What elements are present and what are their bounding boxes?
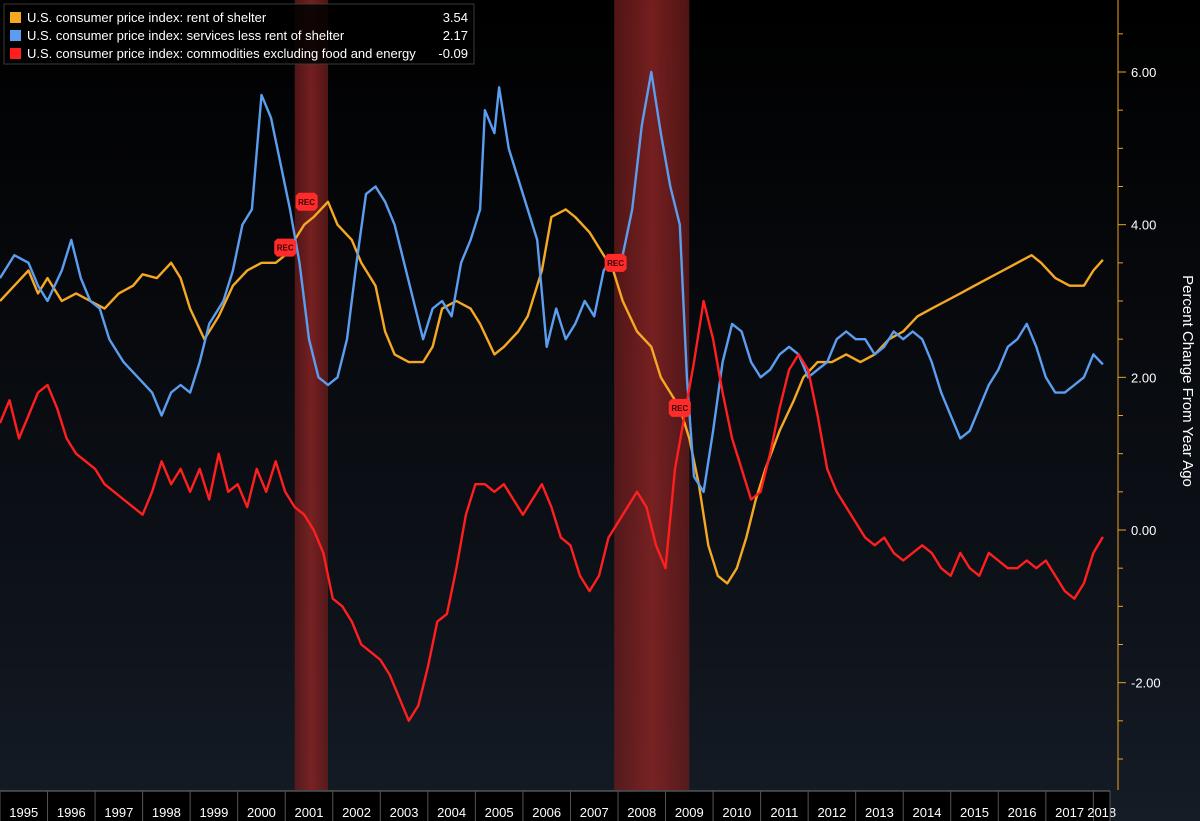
legend-label: U.S. consumer price index: services less… — [27, 28, 345, 43]
rec-marker-shape — [604, 253, 627, 272]
legend-item: U.S. consumer price index: rent of shelt… — [10, 10, 468, 25]
legend-item: U.S. consumer price index: services less… — [10, 28, 468, 43]
x-axis-band — [0, 791, 1110, 821]
series-line-2 — [0, 299, 1104, 722]
y-tick-label: -2.00 — [1131, 676, 1161, 691]
y-tick-label: 0.00 — [1131, 523, 1156, 538]
x-tick-label: 2002 — [342, 805, 371, 820]
x-tick-label: 1999 — [199, 805, 228, 820]
x-tick-label: 2014 — [913, 805, 942, 820]
legend-item: U.S. consumer price index: commodities e… — [10, 46, 468, 61]
legend-swatch — [10, 30, 21, 41]
rec-marker: REC — [604, 253, 627, 272]
y-tick-label: 2.00 — [1131, 370, 1156, 385]
legend-swatch — [10, 12, 21, 23]
recession-bands — [294, 0, 690, 790]
legend-value: 3.54 — [443, 10, 468, 25]
legend-value: 2.17 — [443, 28, 468, 43]
x-tick-label: 2001 — [295, 805, 324, 820]
x-tick-label: 1997 — [104, 805, 133, 820]
rec-marker-shape — [295, 192, 318, 211]
x-tick-label: 2016 — [1008, 805, 1037, 820]
x-tick-label: 2010 — [722, 805, 751, 820]
rec-marker-shape — [668, 398, 691, 417]
x-tick-label: 2011 — [770, 805, 798, 820]
rec-marker: REC — [274, 238, 297, 257]
rec-marker-shape — [274, 238, 297, 257]
x-tick-label: 2004 — [437, 805, 466, 820]
rec-marker-label: REC — [277, 244, 294, 253]
rec-marker-label: REC — [298, 198, 315, 207]
series-lines — [0, 70, 1104, 722]
x-tick-label: 2017 — [1055, 805, 1084, 820]
legend-label: U.S. consumer price index: commodities e… — [27, 46, 416, 61]
x-tick-label: 2013 — [865, 805, 894, 820]
x-tick-label: 1995 — [9, 805, 38, 820]
x-tick-label: 2003 — [390, 805, 419, 820]
recession-markers: REC REC REC REC — [274, 192, 691, 417]
series-line-0 — [0, 200, 1104, 585]
legend-box — [3, 3, 475, 65]
legend: U.S. consumer price index: rent of shelt… — [3, 3, 475, 65]
x-tick-label: 1998 — [152, 805, 181, 820]
x-tick-label: 2015 — [960, 805, 989, 820]
legend-label: U.S. consumer price index: rent of shelt… — [27, 10, 267, 25]
y-axis: 6.00 4.00 2.00 0.00 -2.00 — [1117, 0, 1161, 790]
legend-swatch — [10, 48, 21, 59]
rec-marker-label: REC — [671, 404, 688, 413]
x-tick-label: 1996 — [57, 805, 86, 820]
x-axis: 1995 1996 1997 1998 1999 2000 2001 2002 2003 2004… — [0, 790, 1116, 821]
x-tick-label: 2007 — [580, 805, 609, 820]
x-tick-label: 2012 — [817, 805, 846, 820]
x-tick-label: 2006 — [532, 805, 561, 820]
recession-band-1 — [614, 0, 690, 790]
recession-band-0 — [294, 0, 329, 790]
x-tick-label: 2008 — [627, 805, 656, 820]
series-line-1 — [0, 70, 1104, 493]
legend-value: -0.09 — [438, 46, 468, 61]
rec-marker-label: REC — [607, 259, 624, 268]
x-tick-label: 2009 — [675, 805, 704, 820]
x-tick-label: 2018 — [1087, 805, 1116, 820]
y-tick-label: 4.00 — [1131, 218, 1156, 233]
y-tick-label: 6.00 — [1131, 65, 1156, 80]
y-axis-title: Percent Change From Year Ago — [1179, 275, 1196, 487]
rec-marker: REC — [295, 192, 318, 211]
x-tick-label: 2000 — [247, 805, 276, 820]
x-tick-label: 2005 — [485, 805, 514, 820]
rec-marker: REC — [668, 398, 691, 417]
